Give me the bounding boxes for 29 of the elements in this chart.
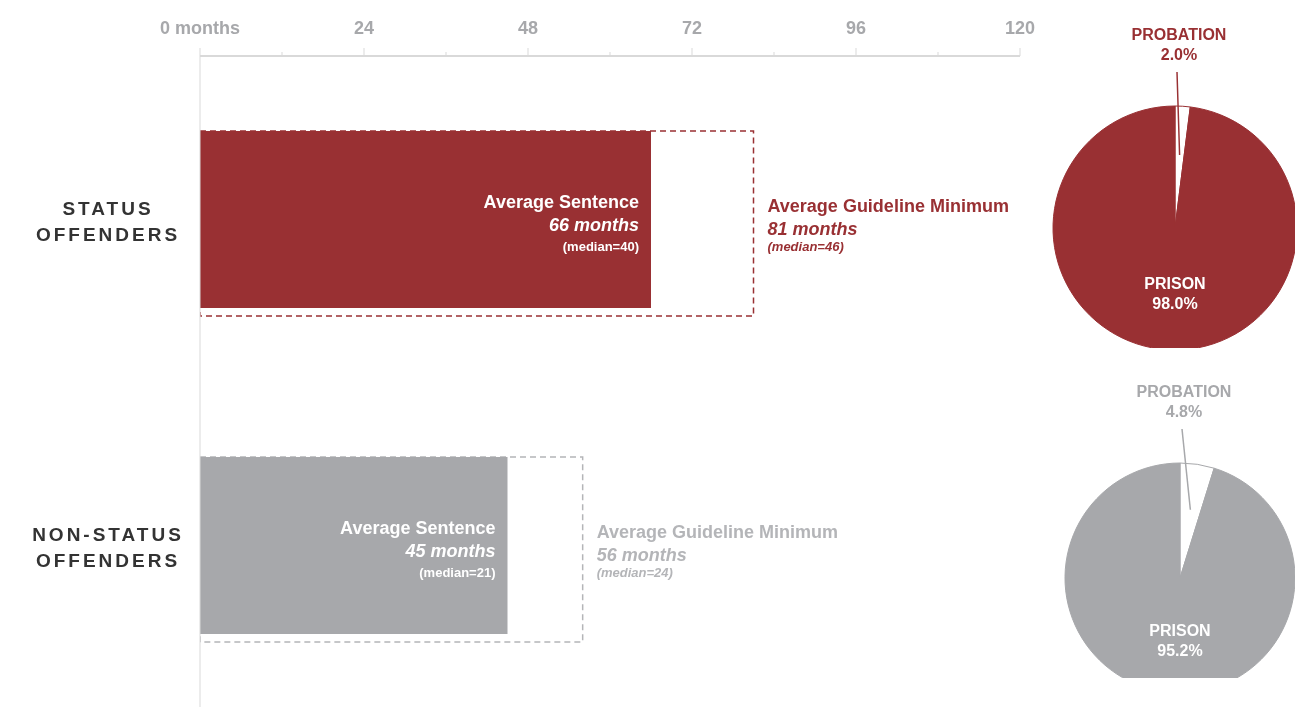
series-label: Average Guideline Minimum	[767, 195, 1009, 216]
slice-label: PROBATION	[1131, 26, 1227, 43]
x-tick-label: 24	[353, 18, 375, 38]
bar	[200, 457, 508, 634]
series-label: Average Sentence	[483, 191, 639, 212]
data-label: 45 months	[404, 540, 496, 561]
x-tick-label: 96	[845, 18, 867, 38]
annotation: (median=46)	[767, 239, 844, 254]
annotation: (median=40)	[562, 239, 639, 254]
x-tick-label: 0 months	[159, 18, 241, 38]
x-tick-label: 120	[1004, 18, 1036, 38]
slice-label: PRISON	[1144, 275, 1206, 292]
data-label: 56 months	[596, 544, 687, 565]
data-label: 66 months	[548, 214, 639, 235]
x-tick-label: 48	[517, 18, 539, 38]
slice-label: PRISON	[1149, 621, 1211, 639]
y-tick-label: STATUS OFFENDERS	[35, 198, 181, 245]
data-label: 2.0%	[1160, 46, 1198, 63]
y-tick-label: NON-STATUS OFFENDERS	[32, 524, 184, 571]
annotation: (median=21)	[419, 565, 496, 580]
annotation: (median=24)	[596, 565, 673, 580]
text: Average Guideline Minimum	[596, 521, 839, 542]
data-label: 4.8%	[1165, 403, 1203, 420]
slice-label: PROBATION	[1136, 383, 1232, 400]
data-label: 95.2%	[1157, 641, 1203, 659]
text: Average Sentence	[340, 517, 496, 538]
data-label: 98.0%	[1152, 295, 1198, 312]
data-label: 81 months	[767, 218, 858, 239]
x-tick-label: 72	[681, 18, 703, 38]
